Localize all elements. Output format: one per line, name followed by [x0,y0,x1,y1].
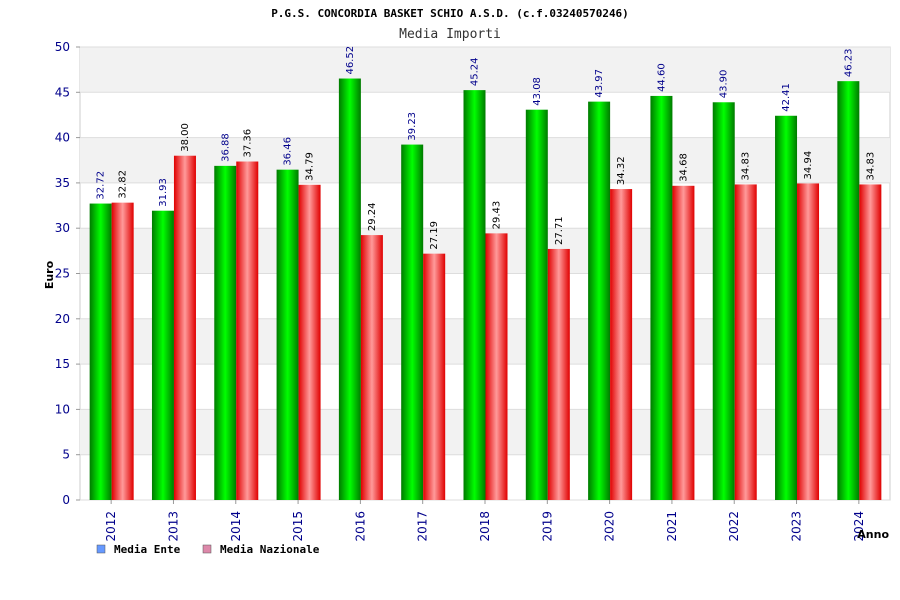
bar-media-nazionale [610,189,633,501]
y-tick-label: 25 [55,267,70,281]
x-tick-label: 2019 [540,511,554,542]
y-tick-label: 35 [55,176,70,190]
bars [89,78,882,501]
bar-media-nazionale [734,184,757,501]
data-label: 29.24 [367,202,378,231]
x-tick-label: 2018 [478,511,492,542]
y-axis-ticks: 0 5 10 15 20 25 30 35 40 45 50 [55,40,70,507]
data-label: 39.23 [407,112,418,141]
data-label: 34.83 [741,152,752,181]
data-label: 44.60 [656,63,667,92]
bar-media-ente [650,95,673,500]
bar-media-ente [775,115,798,500]
bar-media-ente [338,78,361,500]
data-label: 43.90 [719,70,730,99]
chart-title: P.G.S. CONCORDIA BASKET SCHIO A.S.D. (c.… [271,7,629,20]
bar-media-nazionale [360,235,383,500]
data-label: 34.83 [865,152,876,181]
y-tick-label: 10 [55,402,70,416]
data-label: 36.46 [283,137,294,166]
data-label: 34.94 [803,151,814,180]
y-tick-label: 5 [62,448,70,462]
data-label: 29.43 [492,201,503,230]
bar-media-ente [89,203,112,500]
bar-media-ente [525,109,548,501]
x-tick-label: 2017 [416,511,430,542]
x-axis-ticks: 2012 2013 2014 2015 2016 2017 2018 2019 2020 2021… [104,500,866,542]
x-tick-label: 2015 [291,511,305,542]
data-label: 36.88 [220,133,231,162]
bar-media-nazionale [111,202,134,500]
bar-media-ente [276,169,299,500]
bar-media-nazionale [173,155,196,500]
y-tick-label: 45 [55,85,70,99]
data-label: 27.19 [429,221,440,250]
y-tick-label: 20 [55,312,70,326]
data-label: 31.93 [158,178,169,207]
data-label: 46.23 [843,49,854,78]
chart-subtitle: Media Importi [399,27,501,42]
bar-media-nazionale [423,253,446,500]
bar-media-nazionale [236,161,259,500]
data-label: 42.41 [781,83,792,112]
bar-media-nazionale [859,184,882,501]
x-tick-label: 2016 [353,511,367,542]
legend: Media Ente Media Nazionale [96,543,320,556]
y-axis-label: Euro [43,260,56,289]
legend-label: Media Nazionale [220,543,320,556]
data-label: 45.24 [470,57,481,86]
grid-band [80,47,890,93]
x-tick-label: 2021 [665,511,679,542]
y-tick-label: 40 [55,131,70,145]
y-tick-label: 0 [62,493,70,507]
data-label: 46.52 [345,46,356,75]
data-labels: 32.72 31.93 36.88 36.46 46.52 39.23 45.24 43.08… [96,46,877,250]
legend-swatch [96,544,106,554]
x-tick-label: 2014 [229,511,243,542]
data-label: 34.79 [305,152,316,181]
x-tick-label: 2022 [727,511,741,542]
x-tick-label: 2013 [166,511,180,542]
data-label: 43.08 [532,77,543,106]
bar-media-ente [588,101,611,500]
bar-media-nazionale [298,184,321,500]
bar-media-ente [712,102,735,501]
bar-media-ente [463,90,486,500]
bar-media-ente [214,165,237,501]
data-label: 34.68 [678,153,689,182]
bar-media-nazionale [797,183,820,500]
data-label: 38.00 [180,123,191,152]
legend-swatch [202,544,212,554]
x-tick-label: 2012 [104,511,118,542]
y-tick-label: 15 [55,357,70,371]
x-tick-label: 2020 [603,511,617,542]
data-label: 32.82 [118,170,129,199]
data-label: 32.72 [96,171,107,200]
legend-label: Media Ente [114,543,181,556]
bar-media-ente [837,81,860,501]
data-label: 27.71 [554,216,565,245]
x-tick-label: 2023 [790,511,804,542]
bar-media-nazionale [672,185,695,500]
y-tick-label: 30 [55,221,70,235]
bar-media-nazionale [547,248,570,500]
data-label: 37.36 [242,129,253,158]
data-label: 43.97 [594,69,605,98]
bar-media-nazionale [485,233,508,500]
bar-media-ente [401,144,424,500]
y-tick-label: 50 [55,40,70,54]
data-label: 34.32 [616,156,627,185]
x-tick-label: 2024 [852,511,866,542]
bar-media-ente [151,210,174,500]
x-axis-label: Anno [857,528,889,541]
